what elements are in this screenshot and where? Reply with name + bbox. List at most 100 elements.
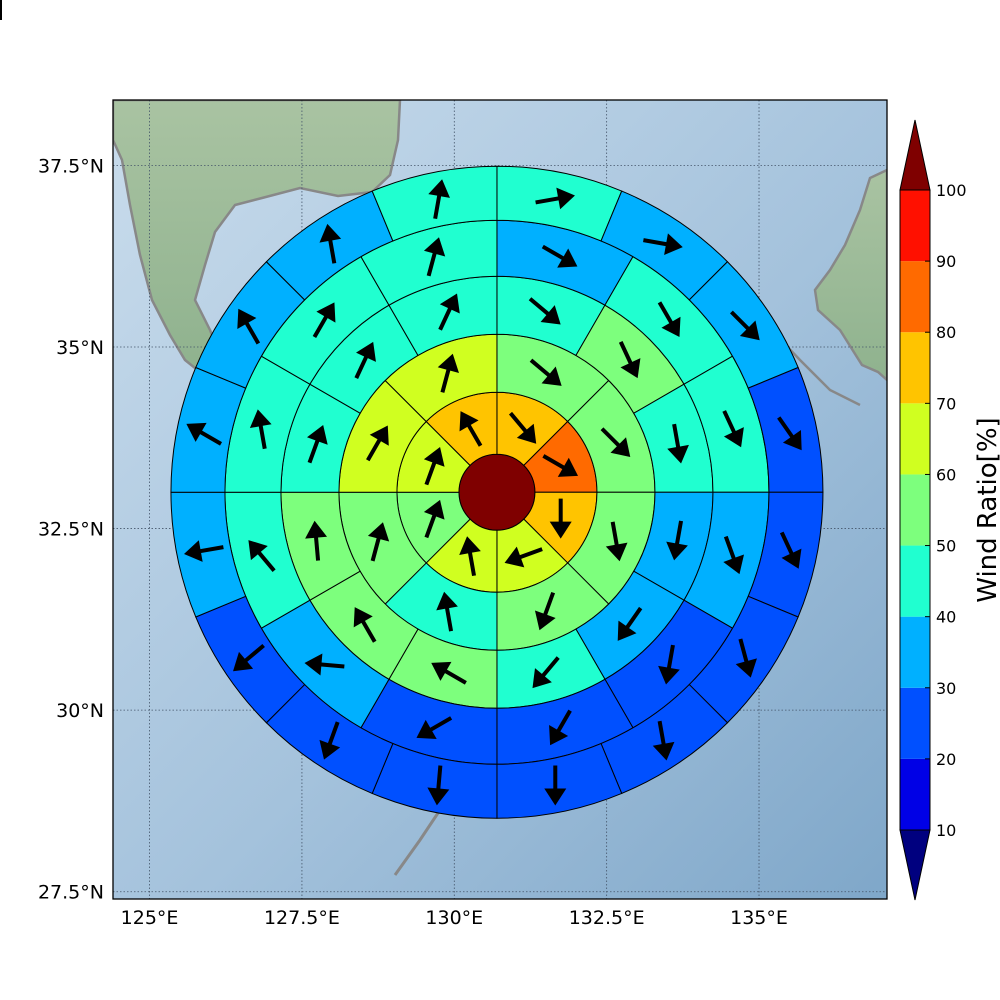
polar-sectors: [170, 165, 824, 819]
wind-arrow: [605, 521, 628, 562]
colorbar-tick-label: 90: [936, 252, 956, 271]
wind-arrow: [658, 644, 680, 685]
japan-land-east: [813, 168, 887, 382]
sector-cell: [371, 165, 498, 242]
wind-arrow: [541, 244, 578, 268]
x-tick-label: 135°E: [730, 907, 788, 929]
wind-arrow: [779, 531, 802, 569]
wind-arrow: [508, 411, 537, 444]
colorbar-tick-label: 70: [936, 394, 956, 413]
colorbar-tick-label: 30: [936, 679, 956, 698]
colorbar-bin: [900, 261, 930, 333]
colorbar-tick-label: 100: [936, 181, 967, 200]
x-tick-label: 132.5°E: [569, 907, 645, 929]
colorbar-bin: [900, 545, 930, 617]
wind-arrow: [307, 425, 328, 464]
wind-arrow: [459, 411, 483, 447]
wind-arrow: [504, 546, 543, 568]
wind-arrow: [735, 638, 757, 678]
wind-arrow: [427, 765, 450, 806]
wind-arrow: [437, 353, 459, 393]
wind-arrow: [248, 540, 276, 572]
y-axis: 37.5°N 35°N 32.5°N 30°N 27.5°N: [38, 155, 104, 903]
wind-arrow: [423, 499, 445, 539]
wind-arrow: [237, 308, 261, 345]
colorbar-tick-label: 40: [936, 608, 956, 627]
wind-arrow: [354, 341, 376, 379]
wind-arrow: [367, 522, 390, 562]
wind-arrow: [722, 410, 744, 448]
wind-arrow: [366, 425, 389, 462]
wind-arrow: [600, 427, 631, 458]
wind-arrows: [0, 0, 802, 806]
wind-arrow: [319, 721, 341, 760]
y-tick-label: 32.5°N: [38, 519, 104, 541]
wind-arrow: [459, 536, 481, 577]
wind-arrow: [438, 293, 460, 331]
wind-arrow: [423, 237, 446, 277]
colorbar-tick-label: 80: [936, 323, 956, 342]
colorbar-tick-label: 60: [936, 465, 956, 484]
colorbar-bin: [900, 758, 930, 830]
wind-arrow: [304, 653, 345, 676]
colorbar-over-extension: [899, 119, 931, 191]
wind-arrow: [319, 223, 342, 264]
wind-arrow: [730, 310, 760, 341]
colorbar-bin: [900, 616, 930, 688]
wind-arrow: [666, 520, 688, 561]
wind-arrow: [233, 643, 265, 672]
colorbar-bin: [900, 190, 930, 262]
colorbar-tick-label: 20: [936, 750, 956, 769]
wind-arrow: [723, 535, 745, 575]
y-tick-label: 37.5°N: [38, 155, 104, 177]
y-tick-label: 30°N: [56, 700, 104, 722]
colorbar-bin: [900, 687, 930, 759]
wind-arrow: [186, 422, 223, 446]
wind-arrow: [532, 656, 560, 689]
x-axis: 125°E 127.5°E 130°E 132.5°E 135°E: [121, 907, 788, 929]
colorbar-bin: [900, 403, 930, 475]
wind-arrow: [0, 0, 2, 20]
wind-arrow: [643, 233, 683, 255]
colorbar-under-extension: [899, 829, 931, 901]
wind-arrow: [436, 591, 458, 632]
wind-arrow: [657, 301, 681, 338]
colorbar-tick-label: 10: [936, 821, 956, 840]
wind-arrow: [305, 520, 328, 561]
wind-arrow: [549, 498, 572, 539]
wind-arrow: [423, 447, 445, 486]
wind-arrow: [544, 765, 567, 806]
wind-arrow: [428, 179, 450, 220]
colorbar-title: Wind Ratio[%]: [973, 417, 1000, 602]
wind-arrow: [184, 540, 224, 562]
wind-arrow: [667, 423, 689, 464]
wind-arrow: [353, 607, 377, 643]
wind-arrow: [535, 187, 575, 210]
y-tick-label: 35°N: [56, 337, 104, 359]
wind-arrow: [618, 341, 641, 379]
colorbar-frame: [899, 189, 931, 831]
wind-arrow: [312, 302, 336, 339]
map-frame: [112, 99, 888, 900]
wind-arrow: [549, 709, 572, 746]
wind-arrow: [534, 591, 556, 631]
wind-arrow: [249, 409, 272, 450]
wind-arrow: [617, 606, 643, 641]
x-tick-label: 127.5°E: [264, 907, 340, 929]
wind-arrow: [416, 716, 453, 739]
wind-arrow: [652, 720, 675, 761]
colorbar-tick-label: 50: [936, 537, 956, 556]
wind-arrow: [529, 358, 562, 386]
colorbar: 10 20 30 40 50 60 70 80 90 100 Wind Ratio[%]: [899, 119, 1000, 901]
y-tick-label: 27.5°N: [38, 882, 104, 904]
colorbar-bin: [900, 474, 930, 546]
wind-arrow: [528, 297, 561, 325]
wind-arrow: [777, 416, 802, 451]
wind-arrow: [542, 454, 579, 477]
colorbar-bin: [900, 332, 930, 404]
wind-arrow: [431, 661, 467, 685]
x-tick-label: 125°E: [121, 907, 179, 929]
korea-land: [113, 100, 402, 374]
x-tick-label: 130°E: [425, 907, 483, 929]
